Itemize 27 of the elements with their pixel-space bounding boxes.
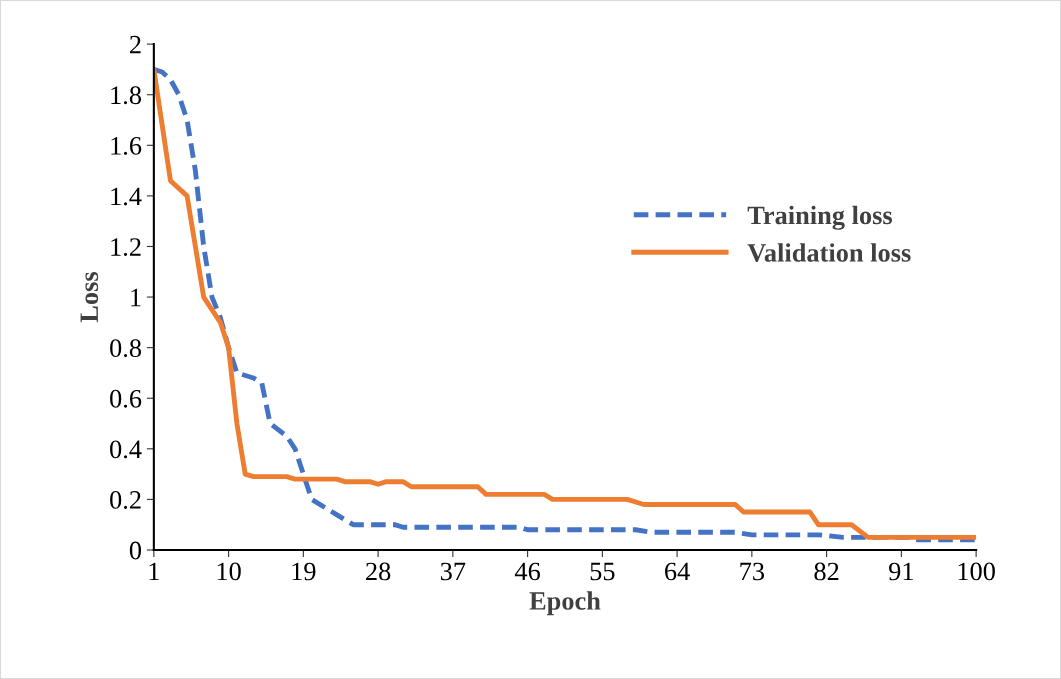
- y-tick-label: 0.2: [110, 491, 141, 509]
- y-tick-label: 1.8: [111, 86, 142, 105]
- x-tick-label: 73: [740, 562, 765, 581]
- y-tick-label: 0: [129, 541, 142, 560]
- legend-label: Training loss: [747, 205, 893, 230]
- y-tick-label: 0.4: [110, 440, 142, 459]
- y-axis-title: Loss: [80, 272, 99, 323]
- y-tick-label: 1.2: [111, 238, 141, 257]
- y-tick-label: 1: [131, 288, 141, 307]
- x-tick-label: 19: [292, 562, 316, 581]
- y-tick-label: 1.6: [111, 136, 142, 155]
- x-tick-label: 37: [440, 562, 466, 581]
- x-tick-label: 46: [514, 562, 541, 581]
- x-tick-label: 91: [889, 562, 913, 581]
- y-tick-label: 1.4: [111, 187, 142, 206]
- x-tick-label: 64: [665, 562, 690, 581]
- x-tick-label: 1: [149, 562, 159, 581]
- y-tick-label: 2: [130, 35, 141, 54]
- x-tick-label: 100: [958, 562, 995, 581]
- y-tick-label: 0.8: [110, 339, 142, 358]
- x-tick-label: 28: [366, 562, 391, 581]
- x-tick-label: 55: [590, 562, 615, 581]
- x-axis-title: Epoch: [529, 591, 601, 616]
- legend-label: Validation loss: [747, 243, 911, 262]
- x-tick-label: 10: [217, 562, 241, 581]
- y-tick-label: 0.6: [110, 389, 142, 408]
- x-tick-label: 82: [814, 562, 839, 581]
